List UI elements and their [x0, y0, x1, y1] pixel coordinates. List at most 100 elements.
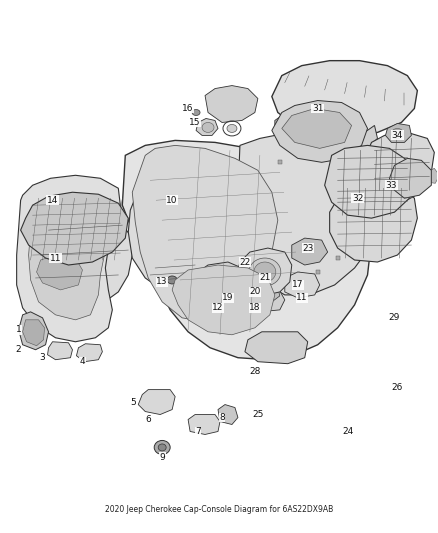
Polygon shape: [77, 344, 102, 362]
Polygon shape: [427, 168, 438, 183]
Text: 3: 3: [40, 353, 46, 362]
Polygon shape: [172, 265, 275, 335]
Polygon shape: [325, 146, 414, 218]
Polygon shape: [360, 160, 374, 175]
Polygon shape: [21, 192, 128, 265]
Text: 8: 8: [219, 413, 225, 422]
Bar: [316, 270, 320, 274]
Text: 18: 18: [249, 303, 261, 312]
Polygon shape: [218, 290, 242, 308]
Text: 17: 17: [292, 280, 304, 289]
Bar: [350, 171, 353, 174]
Polygon shape: [188, 415, 220, 434]
Text: 13: 13: [156, 278, 168, 286]
Text: 24: 24: [342, 427, 353, 436]
Text: 29: 29: [389, 313, 400, 322]
Text: 15: 15: [189, 118, 201, 127]
Polygon shape: [142, 190, 205, 260]
Text: 23: 23: [302, 244, 314, 253]
Polygon shape: [361, 132, 434, 195]
Bar: [293, 278, 297, 282]
Polygon shape: [28, 198, 108, 320]
Polygon shape: [122, 140, 371, 360]
Polygon shape: [205, 86, 258, 123]
Polygon shape: [192, 262, 248, 302]
Polygon shape: [292, 238, 328, 265]
Bar: [270, 276, 274, 280]
Text: 19: 19: [222, 293, 234, 302]
Text: 21: 21: [259, 273, 271, 282]
Polygon shape: [385, 124, 411, 142]
Polygon shape: [339, 180, 414, 208]
Bar: [336, 256, 339, 260]
Polygon shape: [31, 212, 132, 310]
Text: 32: 32: [352, 193, 363, 203]
Text: 9: 9: [159, 453, 165, 462]
Polygon shape: [132, 146, 278, 322]
Text: 11: 11: [296, 293, 307, 302]
Polygon shape: [228, 288, 250, 305]
Ellipse shape: [249, 258, 281, 286]
Text: 20: 20: [249, 287, 261, 296]
Polygon shape: [245, 290, 285, 312]
Polygon shape: [48, 342, 72, 360]
Ellipse shape: [280, 120, 292, 131]
Text: 2: 2: [16, 345, 21, 354]
Text: 7: 7: [195, 427, 201, 436]
Ellipse shape: [167, 276, 177, 284]
Text: 12: 12: [212, 303, 224, 312]
Polygon shape: [17, 175, 120, 342]
Polygon shape: [314, 125, 378, 152]
Ellipse shape: [202, 123, 214, 132]
Text: 16: 16: [182, 104, 194, 113]
Text: 2020 Jeep Cherokee Cap-Console Diagram for 6AS22DX9AB: 2020 Jeep Cherokee Cap-Console Diagram f…: [105, 505, 333, 514]
Polygon shape: [255, 285, 280, 302]
Bar: [278, 160, 282, 164]
Ellipse shape: [192, 109, 200, 116]
Text: 10: 10: [166, 196, 178, 205]
Text: 1: 1: [16, 325, 21, 334]
Polygon shape: [275, 116, 298, 135]
Bar: [256, 263, 260, 267]
Polygon shape: [236, 248, 292, 296]
Polygon shape: [23, 320, 45, 346]
Polygon shape: [272, 101, 367, 163]
Text: 34: 34: [392, 131, 403, 140]
Polygon shape: [37, 255, 82, 290]
Polygon shape: [138, 390, 175, 415]
Text: 33: 33: [386, 181, 397, 190]
Ellipse shape: [254, 262, 276, 282]
Text: 11: 11: [50, 254, 61, 263]
Bar: [350, 236, 353, 240]
Ellipse shape: [158, 444, 166, 451]
Text: 4: 4: [80, 357, 85, 366]
Polygon shape: [389, 158, 431, 198]
Polygon shape: [218, 405, 238, 424]
Ellipse shape: [227, 124, 237, 132]
Text: 28: 28: [249, 367, 261, 376]
Text: 6: 6: [145, 415, 151, 424]
Polygon shape: [34, 208, 81, 242]
Polygon shape: [330, 182, 417, 262]
Polygon shape: [19, 312, 49, 350]
Polygon shape: [128, 173, 230, 295]
Polygon shape: [238, 132, 385, 295]
Bar: [363, 190, 367, 194]
Polygon shape: [158, 280, 200, 295]
Polygon shape: [196, 118, 218, 135]
Text: 26: 26: [392, 383, 403, 392]
Text: 5: 5: [131, 398, 136, 407]
Bar: [328, 156, 332, 160]
Bar: [303, 154, 307, 157]
Ellipse shape: [392, 128, 403, 139]
Polygon shape: [272, 61, 417, 136]
Ellipse shape: [154, 440, 170, 455]
Polygon shape: [285, 272, 320, 298]
Text: 22: 22: [239, 257, 251, 266]
Text: 31: 31: [312, 104, 323, 113]
Bar: [360, 213, 364, 217]
Ellipse shape: [258, 266, 278, 284]
Text: 25: 25: [252, 410, 264, 419]
Polygon shape: [245, 332, 308, 364]
Polygon shape: [282, 109, 352, 148]
